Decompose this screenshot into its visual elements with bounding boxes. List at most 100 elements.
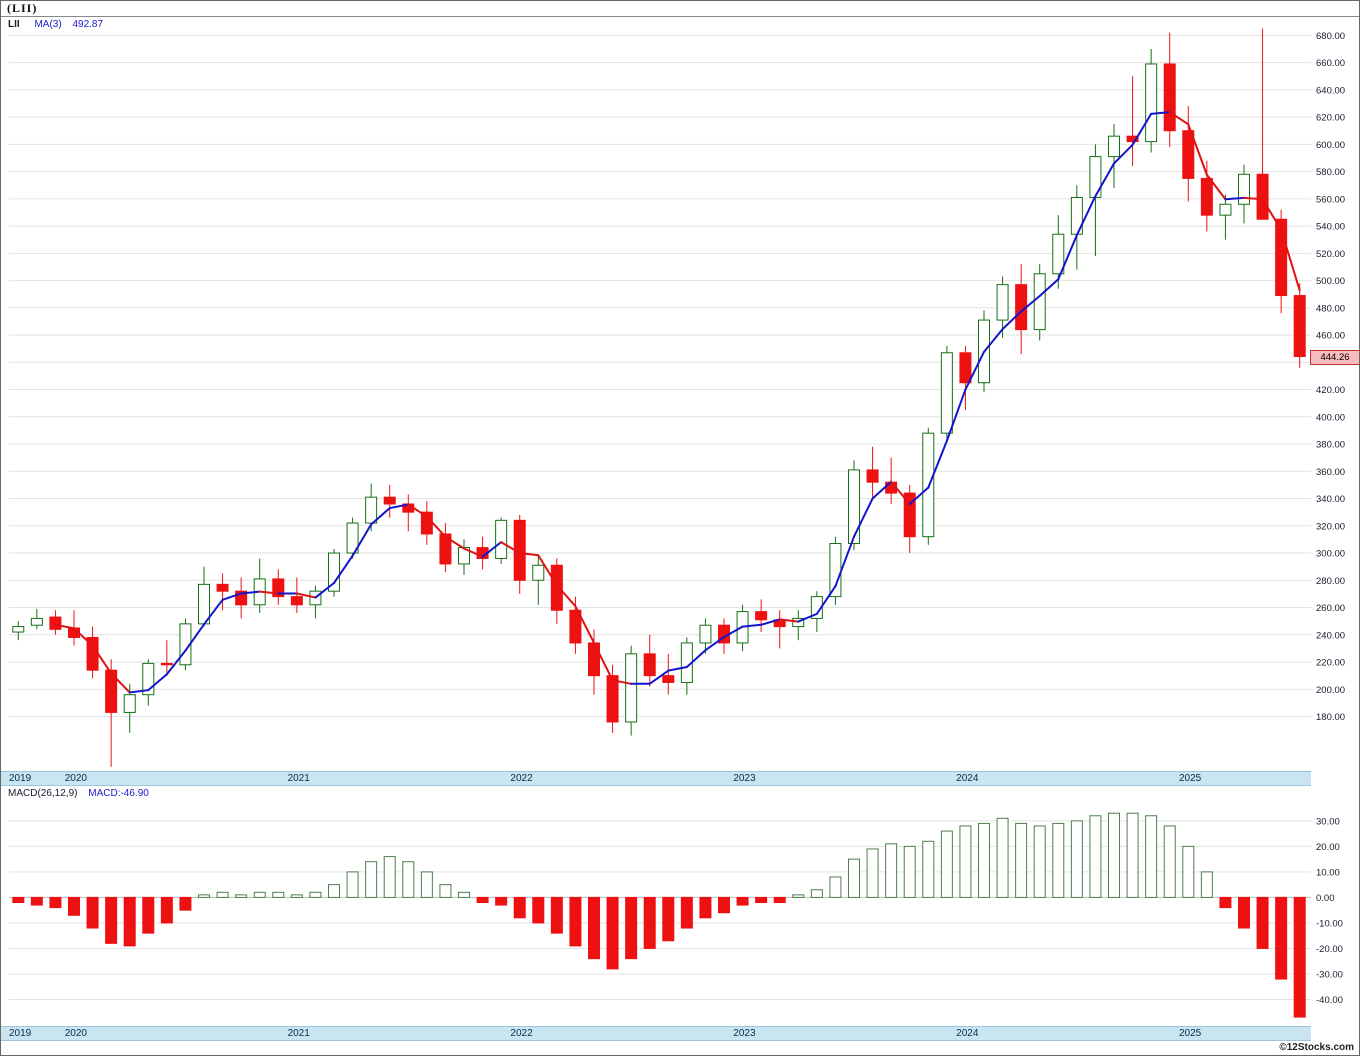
ma-line-segment	[927, 439, 948, 489]
candle-body	[1293, 295, 1306, 358]
year-label: 2024	[956, 773, 979, 784]
macd-bar	[810, 889, 823, 898]
macd-bar	[1163, 825, 1176, 898]
candle-body	[1238, 173, 1250, 205]
ma-line-segment	[815, 585, 837, 615]
macd-bar	[1108, 812, 1120, 898]
macd-histogram-chart: 30.00 20.00 10.00 0.00 -10.00 -20.00 -30.00 -40…	[9, 812, 1343, 1018]
y-axis-label: -20.00	[1316, 944, 1343, 955]
ma-line-segment	[760, 618, 781, 626]
macd-bar	[996, 817, 1009, 898]
macd-bar	[495, 896, 508, 906]
ma-line-segment	[500, 541, 521, 555]
macd-bar	[383, 856, 396, 898]
page-title: (LII)	[7, 1, 38, 15]
macd-bar	[309, 891, 322, 898]
y-axis-label: -10.00	[1316, 918, 1343, 929]
macd-bar	[1219, 896, 1232, 909]
ma-line-segment	[388, 503, 410, 510]
macd-bar	[458, 891, 470, 898]
ma-line-segment	[704, 636, 725, 652]
macd-bar	[1200, 871, 1213, 898]
ma-line-segment	[518, 552, 540, 557]
macd-bar	[420, 871, 433, 898]
ma-line-segment	[314, 582, 335, 599]
ma-line-segment	[1094, 162, 1115, 198]
year-label: 2021	[287, 1028, 310, 1039]
y-axis-label: 220.00	[1316, 658, 1345, 669]
ma-line-segment	[778, 618, 800, 623]
macd-bar	[940, 830, 953, 898]
macd-bar	[328, 884, 340, 898]
candle-body	[662, 675, 675, 683]
macd-bar	[216, 891, 229, 898]
macd-bar	[1293, 896, 1306, 1018]
macd-bar	[105, 896, 118, 944]
macd-bar	[550, 896, 563, 934]
macd-bar	[253, 891, 266, 898]
candle-body	[569, 609, 582, 644]
candle-body	[123, 694, 136, 713]
y-axis-label: 20.00	[1316, 842, 1340, 853]
y-axis-label: 640.00	[1316, 85, 1345, 96]
candle-body	[643, 653, 656, 677]
y-axis-label: 580.00	[1316, 167, 1345, 178]
ma-line-segment	[1038, 278, 1060, 298]
macd-bar	[1089, 815, 1102, 898]
ma-line-segment	[128, 689, 150, 694]
ma-line-segment	[147, 673, 168, 692]
macd-bar	[959, 825, 972, 898]
year-label: 2025	[1179, 773, 1202, 784]
year-label: 2019	[9, 1028, 32, 1039]
macd-bar	[829, 876, 842, 898]
candle-body	[940, 352, 953, 434]
ma-line-segment	[54, 623, 75, 630]
candle-body	[1108, 135, 1120, 158]
candle-body	[1052, 233, 1065, 275]
ma-line-segment	[890, 480, 911, 505]
candle-body	[439, 533, 452, 565]
macd-bar	[885, 843, 898, 898]
candle-body	[290, 596, 303, 606]
year-label: 2023	[733, 773, 756, 784]
ma-line-segment	[648, 669, 670, 685]
ma-line-segment	[611, 679, 633, 685]
candle-body	[216, 583, 229, 592]
price-candlestick-chart: 680.00 660.00 640.00 620.00 600.00 580.00 560.…	[9, 28, 1345, 767]
y-axis-label: 240.00	[1316, 630, 1345, 641]
macd-bar	[625, 896, 638, 960]
ma-line-segment	[110, 672, 131, 694]
macd-bar	[903, 845, 916, 898]
last-price-tag: 444.26	[1310, 349, 1359, 365]
candle-body	[606, 675, 619, 723]
candle-body	[495, 519, 508, 559]
y-axis-label: 260.00	[1316, 603, 1345, 614]
macd-bar	[346, 871, 359, 898]
macd-bar	[718, 896, 730, 914]
y-axis-label: 200.00	[1316, 685, 1345, 696]
ma-line-segment	[537, 554, 558, 587]
ma-line-segment	[853, 497, 874, 538]
ma-line-segment	[555, 584, 577, 608]
title-bar: (LII)	[1, 1, 1359, 17]
ma-line-segment	[593, 641, 614, 682]
y-axis-label: 600.00	[1316, 140, 1345, 151]
macd-bar	[68, 896, 80, 916]
ma-line-segment	[407, 503, 428, 518]
macd-bar	[1238, 896, 1250, 929]
candle-body	[996, 284, 1009, 321]
y-axis-label: 300.00	[1316, 549, 1345, 560]
candle-body	[1275, 218, 1288, 297]
ma-line-segment	[481, 541, 503, 558]
candle-body	[1163, 63, 1176, 132]
macd-bar	[773, 896, 786, 904]
macd-bar	[179, 896, 192, 911]
candle-body	[1256, 173, 1269, 220]
macd-bar	[12, 896, 25, 904]
candle-body	[272, 578, 285, 598]
macd-bar	[588, 896, 600, 960]
ma-line-segment	[834, 535, 855, 588]
macd-bar	[866, 848, 879, 898]
ma-line-segment	[1187, 123, 1208, 176]
macd-bar	[532, 896, 545, 924]
